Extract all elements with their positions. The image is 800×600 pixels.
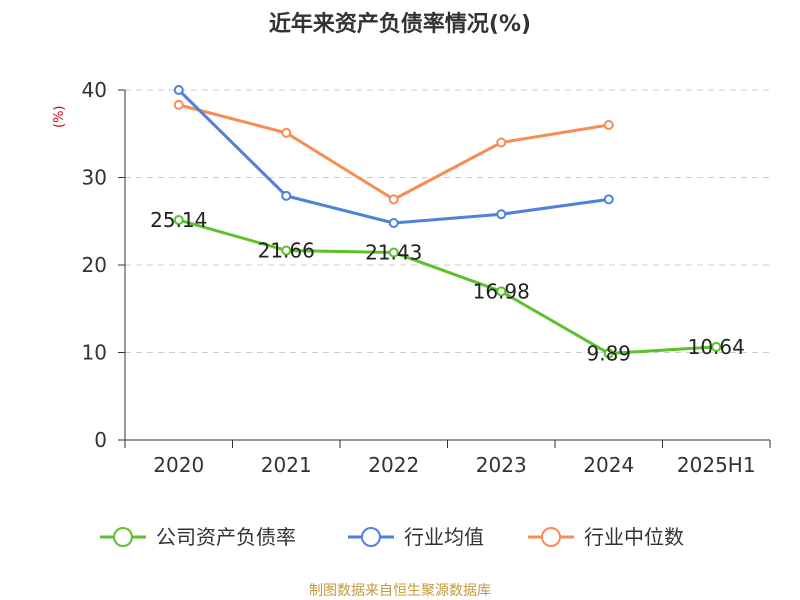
data-label: 9.89 xyxy=(586,341,631,365)
data-point xyxy=(496,286,507,297)
y-tick-label: 10 xyxy=(82,341,107,365)
x-tick-label: 2025H1 xyxy=(677,453,756,477)
chart-title: 近年来资产负债率情况(%) xyxy=(268,12,532,37)
x-tick-label: 2020 xyxy=(153,453,204,477)
data-label: 21.66 xyxy=(258,238,315,262)
legend-label: 行业均值 xyxy=(404,525,484,549)
legend: 公司资产负债率 行业均值 行业中位数 xyxy=(100,525,684,549)
legend-marker xyxy=(113,527,133,547)
y-tick-label: 30 xyxy=(82,166,107,190)
data-point xyxy=(173,85,184,95)
data-point xyxy=(603,194,614,205)
series-line xyxy=(178,218,717,355)
data-label: 21.43 xyxy=(365,240,422,264)
y-tick-label: 40 xyxy=(82,78,107,102)
y-tick-label: 0 xyxy=(94,428,107,452)
y-tick-label: 20 xyxy=(82,253,107,277)
x-tick-label: 2021 xyxy=(261,453,312,477)
data-label: 10.64 xyxy=(688,335,745,359)
data-point xyxy=(388,247,399,258)
data-point xyxy=(281,127,292,138)
data-point xyxy=(173,99,184,110)
x-tick-label: 2024 xyxy=(583,453,634,477)
data-point xyxy=(603,120,614,130)
data-point xyxy=(388,218,399,228)
legend-label: 公司资产负债率 xyxy=(156,525,296,549)
legend-marker xyxy=(541,527,561,547)
data-point xyxy=(496,209,507,220)
data-label: 25.14 xyxy=(150,208,207,232)
data-point xyxy=(173,215,184,226)
source-note: 制图数据来自恒生聚源数据库 xyxy=(309,583,491,599)
data-label: 16.98 xyxy=(473,279,530,303)
data-point xyxy=(496,137,507,148)
data-point xyxy=(711,341,722,352)
series: 25.14 21.66 21.43 16.98 9.89 10.64 xyxy=(150,85,745,365)
legend-marker xyxy=(361,527,381,547)
data-point xyxy=(281,245,292,256)
data-point xyxy=(388,194,399,205)
data-point xyxy=(281,190,292,201)
x-tick-label: 2023 xyxy=(476,453,527,477)
data-point xyxy=(603,348,614,359)
gridlines xyxy=(125,89,770,353)
legend-label: 行业中位数 xyxy=(584,525,684,549)
axes: 0 10 20 30 40 2020 2021 2022 2023 2024 2025H1 xyxy=(82,78,771,477)
x-tick-label: 2022 xyxy=(368,453,419,477)
